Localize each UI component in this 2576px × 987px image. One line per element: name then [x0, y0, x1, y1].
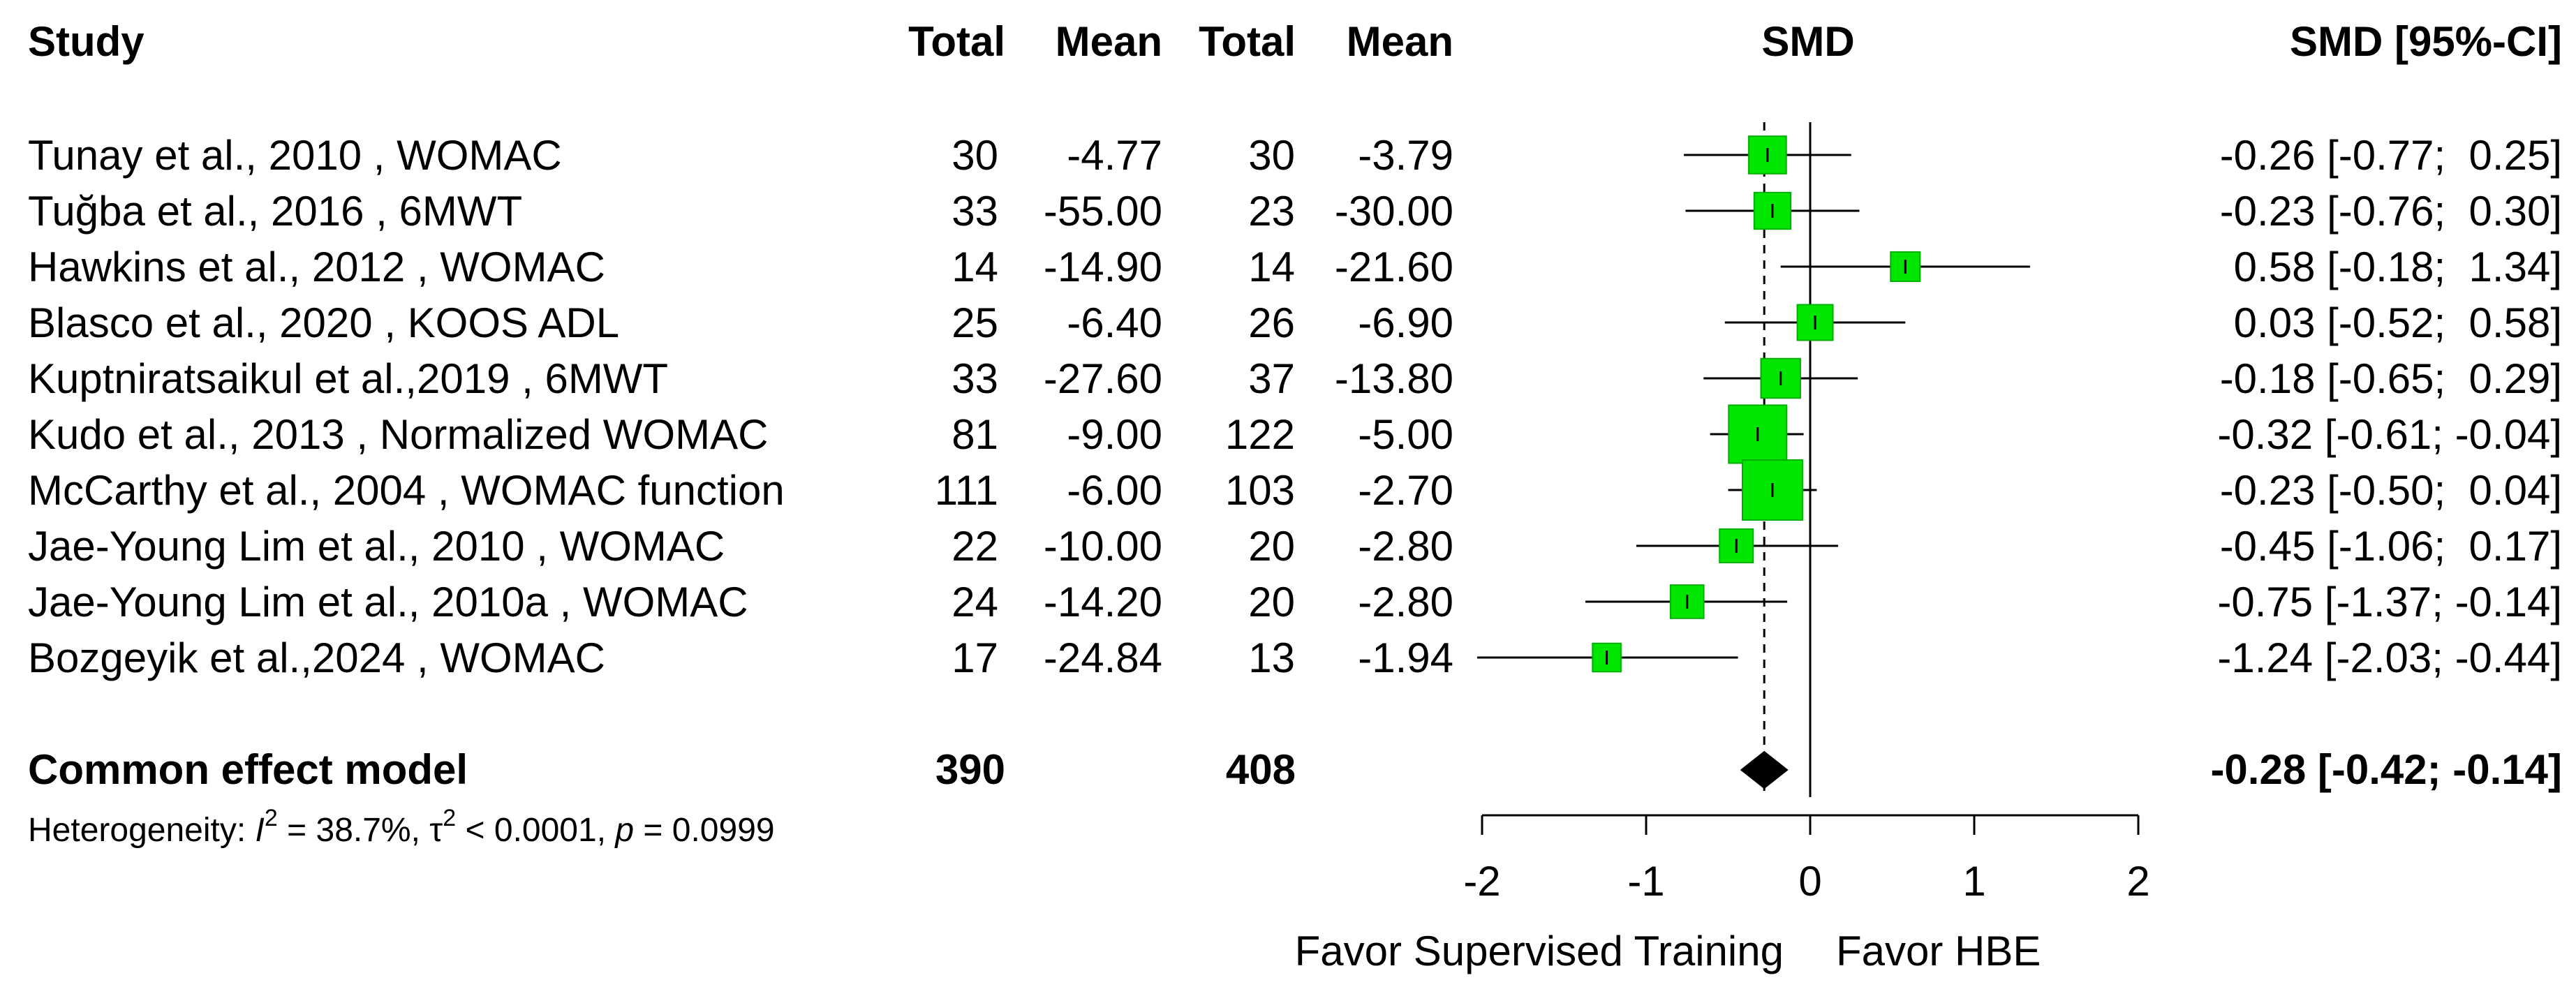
summary-row: Common effect model 390 408 -0.28 [-0.42… — [28, 746, 2562, 793]
smd-ci-cell: -0.18 [-0.65; 0.29] — [2220, 355, 2562, 402]
exp-mean-cell: -55.00 — [1044, 188, 1162, 235]
ctl-mean-cell: -13.80 — [1335, 355, 1453, 402]
ctl-mean-cell: -5.00 — [1358, 411, 1453, 458]
header-study: Study — [28, 18, 145, 65]
plot-marks — [1476, 135, 2030, 789]
header-experimental-mean: Mean — [1056, 18, 1162, 65]
tau-symbol: τ — [429, 812, 443, 849]
header-smd-ci: SMD [95%-CI] — [2290, 18, 2562, 65]
exp-total-cell: 30 — [952, 132, 998, 179]
ctl-mean-cell: -21.60 — [1335, 244, 1453, 290]
exp-mean-cell: -10.00 — [1044, 523, 1162, 570]
ctl-mean-cell: -2.80 — [1358, 579, 1453, 625]
ctl-mean-cell: -1.94 — [1358, 634, 1453, 681]
exp-total-cell: 14 — [952, 244, 998, 290]
p-symbol: p — [614, 812, 634, 849]
ctl-mean-cell: -2.70 — [1358, 467, 1453, 514]
smd-ci-cell: -0.23 [-0.76; 0.30] — [2220, 188, 2562, 235]
exp-mean-cell: -14.90 — [1044, 244, 1162, 290]
exp-mean-cell: -24.84 — [1044, 634, 1162, 681]
study-label: Tunay et al., 2010 , WOMAC — [28, 132, 562, 179]
x-tick-label: 1 — [1962, 858, 1985, 905]
exp-mean-cell: -14.20 — [1044, 579, 1162, 625]
exp-mean-cell: -27.60 — [1044, 355, 1162, 402]
x-tick-label: -1 — [1627, 858, 1664, 905]
smd-ci-cell: -0.26 [-0.77; 0.25] — [2220, 132, 2562, 179]
smd-ci-cell: 0.58 [-0.18; 1.34] — [2234, 244, 2562, 290]
study-label: Kuptniratsaikul et al.,2019 , 6MWT — [28, 355, 668, 402]
exp-mean-cell: -4.77 — [1067, 132, 1162, 179]
heterogeneity-prefix: Heterogeneity: — [28, 812, 256, 849]
x-tick-label: 2 — [2126, 858, 2149, 905]
i2-symbol: I — [256, 812, 265, 849]
study-rows: Tunay et al., 2010 , WOMAC 30 -4.77 30 -… — [28, 132, 2562, 681]
exp-total-cell: 33 — [952, 355, 998, 402]
smd-ci-cell: -0.32 [-0.61; -0.04] — [2217, 411, 2562, 458]
i2-value: = 38.7%, — [278, 812, 429, 849]
study-label: McCarthy et al., 2004 , WOMAC function — [28, 467, 785, 514]
summary-label: Common effect model — [28, 746, 468, 793]
exp-total-cell: 33 — [952, 188, 998, 235]
ctl-total-cell: 23 — [1248, 188, 1295, 235]
plot-reference-lines — [1763, 122, 1812, 797]
header-control-total: Total — [1199, 18, 1296, 65]
smd-ci-cell: -0.75 [-1.37; -0.14] — [2217, 579, 2562, 625]
ctl-total-cell: 122 — [1225, 411, 1295, 458]
ctl-total-cell: 37 — [1248, 355, 1295, 402]
summary-smd-ci: -0.28 [-0.42; -0.14] — [2210, 746, 2562, 793]
ctl-total-cell: 20 — [1248, 523, 1295, 570]
ctl-mean-cell: -30.00 — [1335, 188, 1453, 235]
header-control-mean: Mean — [1347, 18, 1453, 65]
header-experimental-total: Total — [908, 18, 1005, 65]
study-label: Jae-Young Lim et al., 2010a , WOMAC — [28, 579, 748, 625]
summary-ctl-total: 408 — [1226, 746, 1296, 793]
tau-superscript: 2 — [443, 805, 456, 831]
ctl-mean-cell: -3.79 — [1358, 132, 1453, 179]
summary-diamond — [1740, 750, 1789, 789]
summary-exp-total: 390 — [935, 746, 1005, 793]
ctl-mean-cell: -2.80 — [1358, 523, 1453, 570]
ctl-total-cell: 26 — [1248, 299, 1295, 346]
column-headers: Study Total Mean Total Mean SMD SMD [95%… — [28, 18, 2562, 65]
exp-mean-cell: -9.00 — [1067, 411, 1162, 458]
ctl-total-cell: 13 — [1248, 634, 1295, 681]
favor-right-label: Favor HBE — [1836, 928, 2041, 974]
exp-mean-cell: -6.40 — [1067, 299, 1162, 346]
ctl-total-cell: 30 — [1248, 132, 1295, 179]
ctl-total-cell: 14 — [1248, 244, 1295, 290]
x-tick-label: 0 — [1798, 858, 1821, 905]
exp-total-cell: 81 — [952, 411, 998, 458]
study-label: Blasco et al., 2020 , KOOS ADL — [28, 299, 619, 346]
tau-value: < 0.0001, — [456, 812, 615, 849]
p-value: = 0.0999 — [634, 812, 775, 849]
x-tick-label: -2 — [1463, 858, 1500, 905]
exp-total-cell: 22 — [952, 523, 998, 570]
study-label: Tuğba et al., 2016 , 6MWT — [28, 188, 522, 235]
header-plot-smd: SMD — [1761, 18, 1854, 65]
smd-ci-cell: -0.45 [-1.06; 0.17] — [2220, 523, 2562, 570]
exp-total-cell: 17 — [952, 634, 998, 681]
ctl-total-cell: 103 — [1225, 467, 1295, 514]
smd-ci-cell: 0.03 [-0.52; 0.58] — [2234, 299, 2562, 346]
study-label: Jae-Young Lim et al., 2010 , WOMAC — [28, 523, 725, 570]
study-label: Bozgeyik et al.,2024 , WOMAC — [28, 634, 605, 681]
study-label: Hawkins et al., 2012 , WOMAC — [28, 244, 605, 290]
smd-ci-cell: -1.24 [-2.03; -0.44] — [2217, 634, 2562, 681]
ctl-mean-cell: -6.90 — [1358, 299, 1453, 346]
x-axis: -2 -1 0 1 2 — [1463, 814, 2150, 905]
ctl-total-cell: 20 — [1248, 579, 1295, 625]
favor-left-label: Favor Supervised Training — [1295, 928, 1784, 974]
exp-total-cell: 24 — [952, 579, 998, 625]
i2-superscript: 2 — [265, 805, 278, 831]
exp-total-cell: 111 — [935, 467, 998, 514]
exp-total-cell: 25 — [952, 299, 998, 346]
exp-mean-cell: -6.00 — [1067, 467, 1162, 514]
study-label: Kudo et al., 2013 , Normalized WOMAC — [28, 411, 768, 458]
heterogeneity-text: Heterogeneity: I2 = 38.7%, τ2 < 0.0001, … — [28, 805, 775, 849]
smd-ci-cell: -0.23 [-0.50; 0.04] — [2220, 467, 2562, 514]
